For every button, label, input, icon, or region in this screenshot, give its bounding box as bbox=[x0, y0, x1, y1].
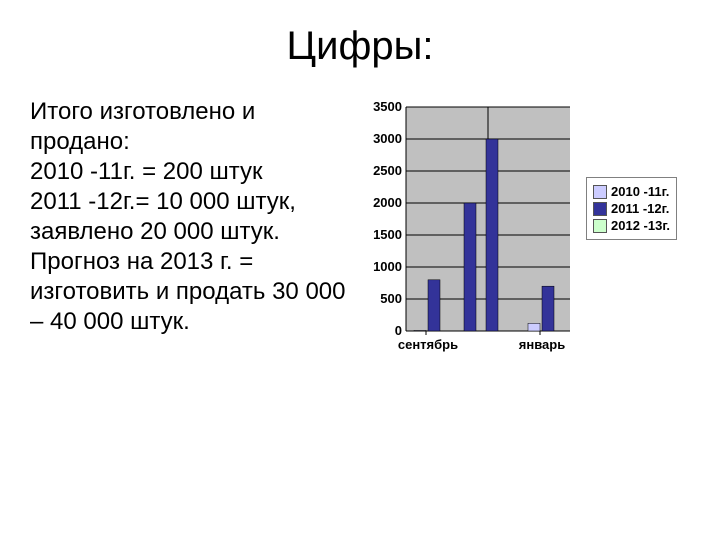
svg-text:1500: 1500 bbox=[373, 227, 402, 242]
legend-swatch bbox=[593, 202, 607, 216]
legend-item: 2010 -11г. bbox=[593, 184, 670, 199]
svg-text:январь: январь bbox=[519, 337, 565, 352]
legend-item: 2011 -12г. bbox=[593, 201, 670, 216]
legend-label: 2010 -11г. bbox=[611, 184, 669, 199]
svg-text:1000: 1000 bbox=[373, 259, 402, 274]
chart-area: 0 500 1000 1500 2000 2500 3000 3500 сентябрь янва… bbox=[360, 97, 690, 367]
svg-text:2500: 2500 bbox=[373, 163, 402, 178]
svg-text:2000: 2000 bbox=[373, 195, 402, 210]
legend-label: 2011 -12г. bbox=[611, 201, 669, 216]
legend-label: 2012 -13г. bbox=[611, 218, 670, 233]
chart-legend: 2010 -11г. 2011 -12г. 2012 -13г. bbox=[586, 177, 677, 240]
svg-text:500: 500 bbox=[380, 291, 402, 306]
svg-text:3500: 3500 bbox=[373, 99, 402, 114]
slide: Цифры: Итого изготовлено и продано: 2010… bbox=[0, 0, 720, 540]
page-title: Цифры: bbox=[30, 24, 690, 69]
svg-text:3000: 3000 bbox=[373, 131, 402, 146]
legend-item: 2012 -13г. bbox=[593, 218, 670, 233]
body-text: Итого изготовлено и продано: 2010 -11г. … bbox=[30, 97, 360, 337]
svg-text:сентябрь: сентябрь bbox=[398, 337, 458, 352]
legend-swatch bbox=[593, 185, 607, 199]
legend-swatch bbox=[593, 219, 607, 233]
bar-chart: 0 500 1000 1500 2000 2500 3000 3500 сентябрь янва… bbox=[360, 97, 580, 367]
chart-svg: 0 500 1000 1500 2000 2500 3000 3500 сентябрь янва… bbox=[360, 97, 580, 367]
content-row: Итого изготовлено и продано: 2010 -11г. … bbox=[30, 97, 690, 367]
svg-text:0: 0 bbox=[395, 323, 402, 338]
